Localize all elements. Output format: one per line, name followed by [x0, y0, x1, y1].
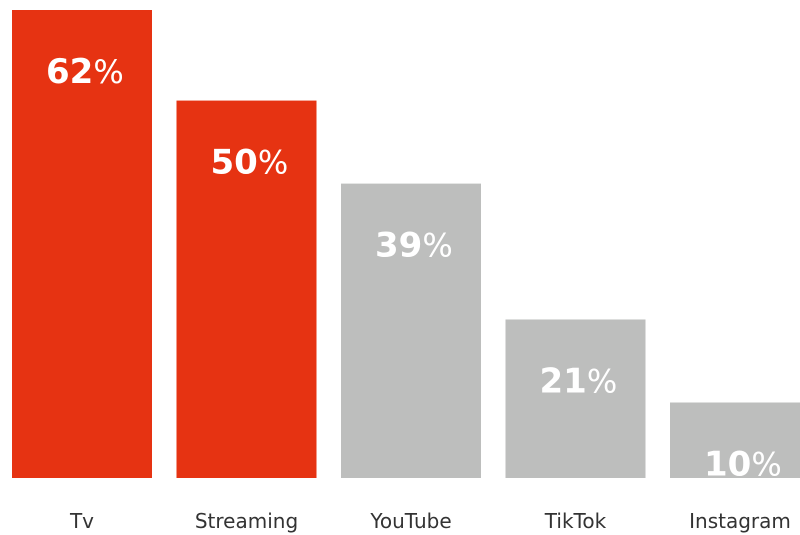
value-label-streaming: 50% — [211, 143, 289, 183]
category-label-instagram: Instagram — [689, 509, 791, 533]
value-label-youtube: 39% — [375, 226, 453, 266]
category-label-youtube: YouTube — [369, 509, 451, 533]
category-label-streaming: Streaming — [195, 509, 298, 533]
bar-youtube — [341, 183, 481, 478]
value-label-instagram: 10% — [704, 445, 782, 485]
bars-group — [12, 10, 800, 479]
bar-instagram — [670, 402, 800, 478]
bar-tv — [12, 10, 152, 478]
value-labels-group: 62% 50% 39% 21% 10% — [46, 52, 782, 485]
bar-tiktok — [505, 319, 646, 478]
category-label-tv: Tv — [69, 509, 94, 533]
category-label-tiktok: TikTok — [544, 509, 607, 533]
bar-streaming — [176, 100, 317, 479]
value-label-tiktok: 21% — [540, 361, 618, 401]
value-label-tv: 62% — [46, 52, 124, 92]
category-labels-group: Tv Streaming YouTube TikTok Instagram — [69, 509, 791, 533]
